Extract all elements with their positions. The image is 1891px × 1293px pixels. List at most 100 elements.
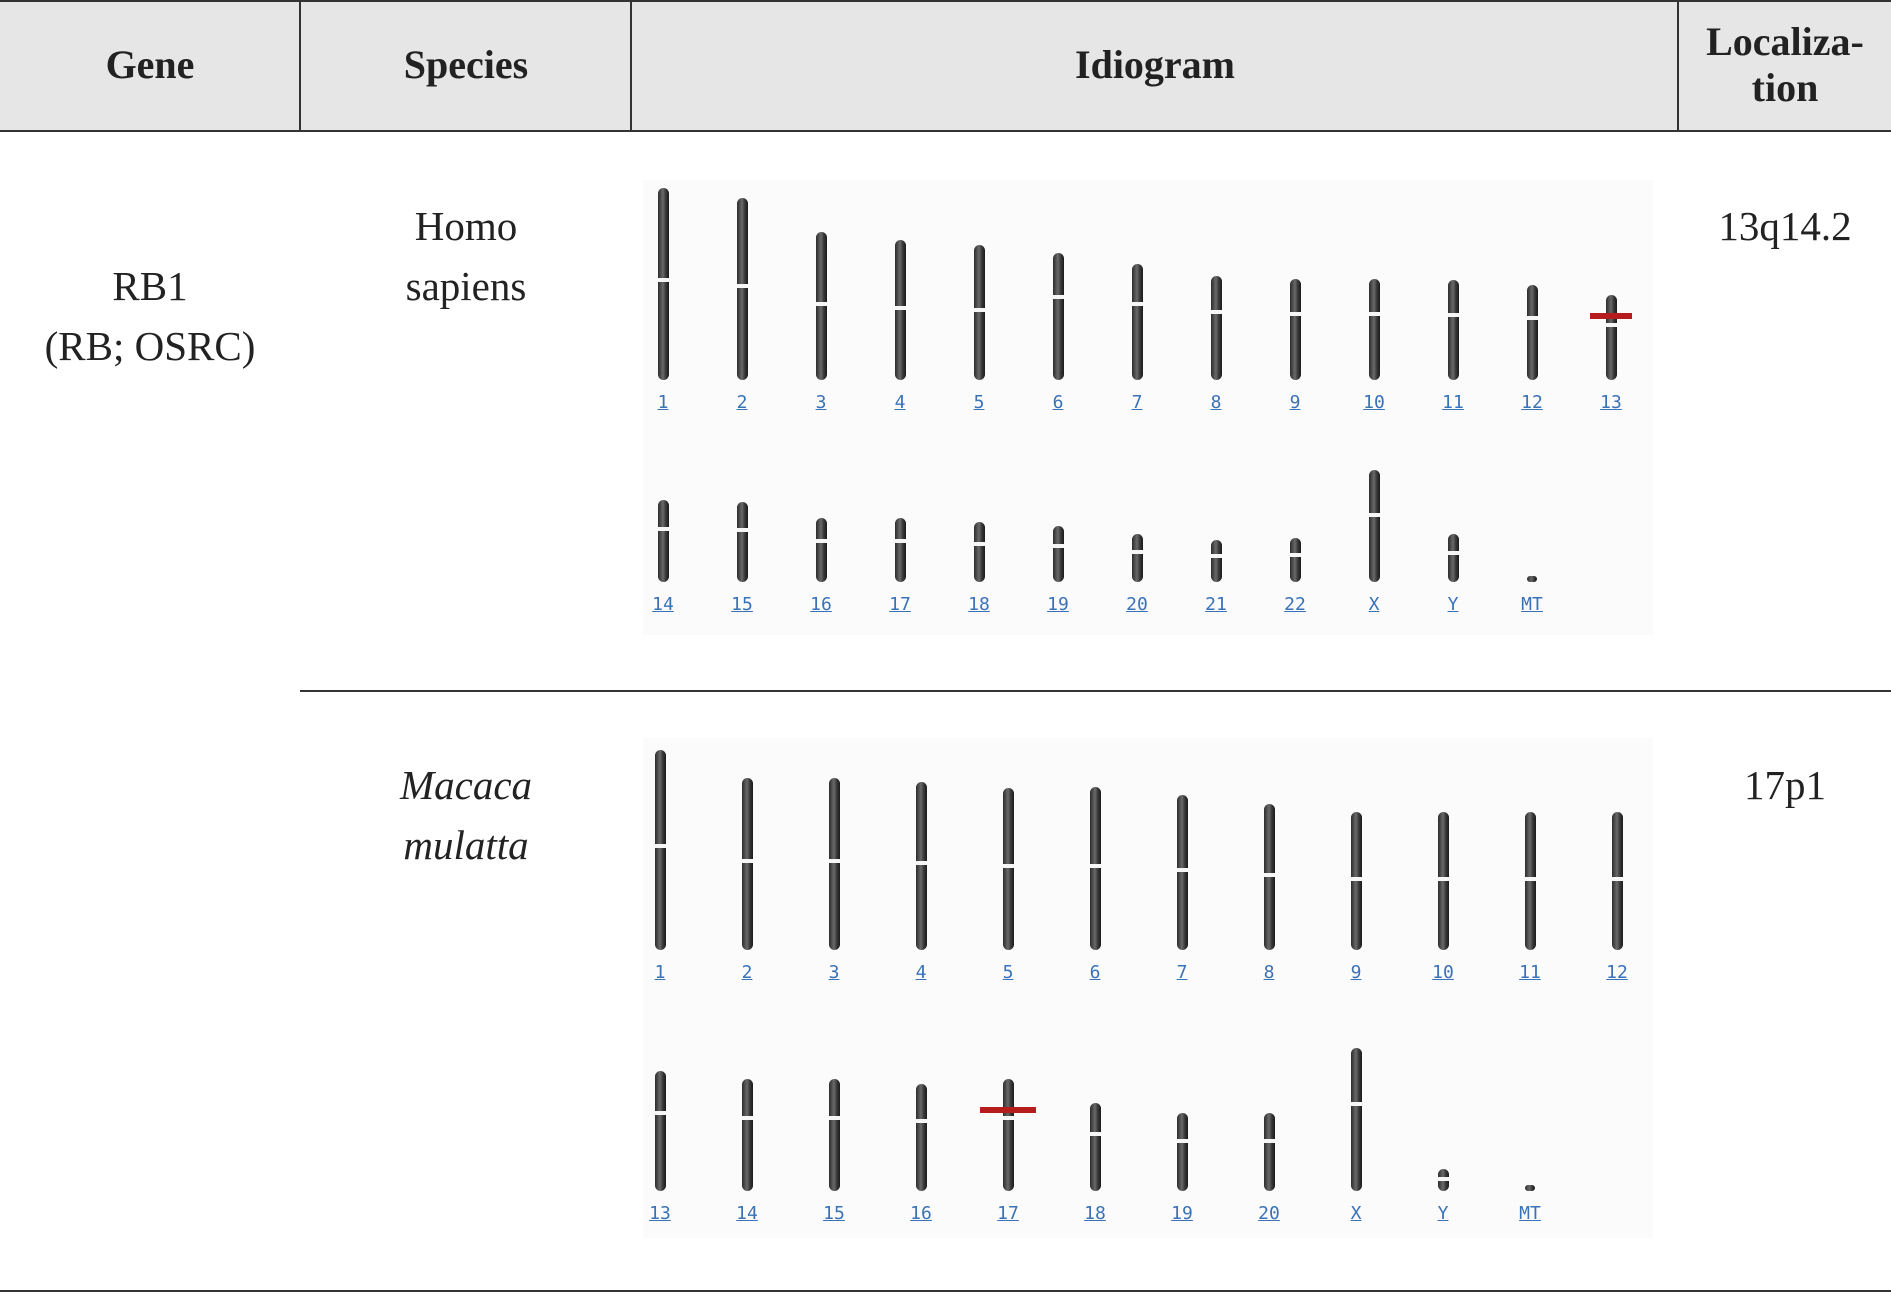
- chromosome-label[interactable]: 17: [997, 1203, 1019, 1224]
- centromere: [828, 858, 840, 863]
- bottom-rule: [0, 1290, 1891, 1292]
- centromere: [1526, 316, 1538, 321]
- centromere: [1052, 294, 1064, 299]
- chromosome-5: [973, 245, 985, 380]
- chromosome-label[interactable]: 1: [657, 392, 669, 413]
- centromere: [654, 1110, 666, 1115]
- chromosome-13: [1605, 295, 1617, 380]
- chromosome-label[interactable]: 3: [815, 392, 827, 413]
- chromosome-label[interactable]: 7: [1131, 392, 1143, 413]
- chromosome-label[interactable]: 14: [652, 594, 674, 615]
- chromosome-label[interactable]: 15: [731, 594, 753, 615]
- chromosome-label[interactable]: 11: [1442, 392, 1464, 413]
- chromosome-label[interactable]: 2: [736, 392, 748, 413]
- chromosome-label[interactable]: 12: [1606, 962, 1628, 983]
- chromosome-3: [815, 232, 827, 380]
- centromere: [1210, 553, 1222, 558]
- chromosome-label[interactable]: 22: [1284, 594, 1306, 615]
- header-divider-2: [630, 0, 632, 131]
- chromosome-7: [1176, 795, 1188, 950]
- centromere: [815, 301, 827, 306]
- chromosome-label[interactable]: Y: [1447, 594, 1459, 615]
- chromosome-label[interactable]: 6: [1052, 392, 1064, 413]
- chromosome-label[interactable]: 11: [1519, 962, 1541, 983]
- chromosome-11: [1447, 280, 1459, 380]
- chromosome-label[interactable]: 9: [1289, 392, 1301, 413]
- chromosome-19: [1176, 1113, 1188, 1191]
- chromosome-1: [654, 750, 666, 950]
- centromere: [736, 528, 748, 533]
- chromosome-label[interactable]: 6: [1089, 962, 1101, 983]
- gene-aliases: (RB; OSRC): [44, 323, 256, 369]
- chromosome-label[interactable]: 8: [1210, 392, 1222, 413]
- centromere: [1605, 323, 1617, 328]
- header-gene: Gene: [105, 42, 195, 87]
- chromosome-label[interactable]: 15: [823, 1203, 845, 1224]
- chromosome-10: [1368, 279, 1380, 380]
- chromosome-label[interactable]: MT: [1519, 1203, 1541, 1224]
- chromosome-label[interactable]: X: [1350, 1203, 1362, 1224]
- centromere: [654, 844, 666, 848]
- chromosome-13: [654, 1071, 666, 1191]
- centromere: [1089, 1132, 1101, 1137]
- centromere: [1131, 302, 1143, 307]
- chromosome-label[interactable]: 4: [894, 392, 906, 413]
- centromere: [736, 283, 748, 288]
- chromosome-label[interactable]: Y: [1437, 1203, 1449, 1224]
- chromosome-label[interactable]: 20: [1258, 1203, 1280, 1224]
- chromosome-label[interactable]: MT: [1521, 594, 1543, 615]
- centromere: [1131, 549, 1143, 554]
- chromosome-label[interactable]: 18: [968, 594, 990, 615]
- centromere: [741, 1115, 753, 1120]
- chromosome-label[interactable]: 5: [1002, 962, 1014, 983]
- chromosome-label[interactable]: 17: [889, 594, 911, 615]
- chromosome-9: [1350, 812, 1362, 950]
- chromosome-x: [1368, 470, 1380, 582]
- centromere: [1263, 872, 1275, 877]
- chromosome-1: [657, 188, 669, 380]
- centromere: [1524, 876, 1536, 881]
- centromere: [1611, 876, 1623, 881]
- centromere: [1052, 544, 1064, 549]
- chromosome-label[interactable]: 13: [1600, 392, 1622, 413]
- centromere: [1437, 876, 1449, 881]
- chromosome-label[interactable]: 7: [1176, 962, 1188, 983]
- top-rule: [0, 0, 1891, 2]
- chromosome-label[interactable]: X: [1368, 594, 1380, 615]
- chromosome-label[interactable]: 12: [1521, 392, 1543, 413]
- centromere: [973, 541, 985, 546]
- chromosome-label[interactable]: 8: [1263, 962, 1275, 983]
- chromosome-label[interactable]: 3: [828, 962, 840, 983]
- chromosome-16: [815, 518, 827, 582]
- chromosome-label[interactable]: 18: [1084, 1203, 1106, 1224]
- chromosome-label[interactable]: 10: [1363, 392, 1385, 413]
- header-row: [0, 0, 1891, 130]
- chromosome-label[interactable]: 2: [741, 962, 753, 983]
- chromosome-label[interactable]: 10: [1432, 962, 1454, 983]
- header-localization: Localiza- tion: [1706, 19, 1864, 110]
- chromosome-7: [1131, 264, 1143, 380]
- chromosome-label[interactable]: 20: [1126, 594, 1148, 615]
- centromere: [1350, 1102, 1362, 1107]
- chromosome-label[interactable]: 21: [1205, 594, 1227, 615]
- chromosome-label[interactable]: 14: [736, 1203, 758, 1224]
- chromosome-x: [1350, 1048, 1362, 1191]
- centromere: [1089, 863, 1101, 868]
- centromere: [915, 1119, 927, 1124]
- chromosome-label[interactable]: 19: [1171, 1203, 1193, 1224]
- chromosome-label[interactable]: 9: [1350, 962, 1362, 983]
- centromere: [1447, 550, 1459, 555]
- header-species: Species: [403, 42, 529, 87]
- chromosome-label[interactable]: 5: [973, 392, 985, 413]
- chromosome-label[interactable]: 4: [915, 962, 927, 983]
- chromosome-label[interactable]: 19: [1047, 594, 1069, 615]
- chromosome-label[interactable]: 16: [910, 1203, 932, 1224]
- chromosome-label[interactable]: 16: [810, 594, 832, 615]
- chromosome-label[interactable]: 13: [649, 1203, 671, 1224]
- chromosome-label[interactable]: 1: [654, 962, 666, 983]
- centromere: [1437, 1176, 1449, 1181]
- chromosome-18: [1089, 1103, 1101, 1191]
- chromosome-17: [894, 518, 906, 582]
- centromere: [1176, 867, 1188, 872]
